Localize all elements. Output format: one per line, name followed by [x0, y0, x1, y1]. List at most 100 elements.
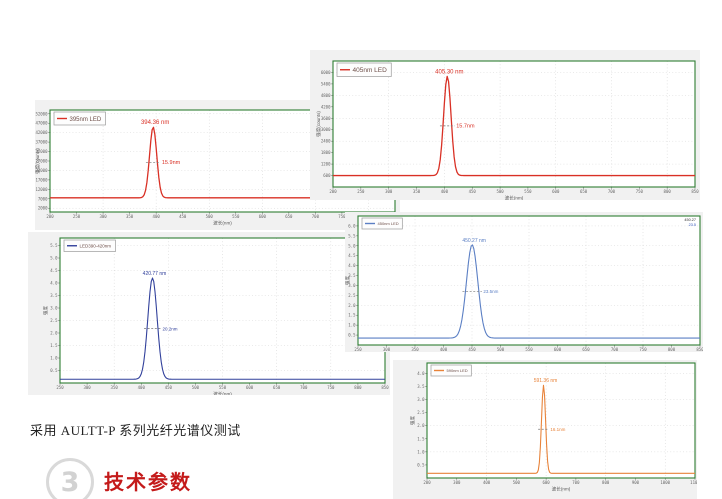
svg-text:591.36 nm: 591.36 nm [534, 378, 558, 384]
svg-text:3.0: 3.0 [348, 283, 356, 288]
svg-text:600: 600 [552, 189, 560, 194]
svg-text:400: 400 [440, 347, 448, 352]
svg-text:750: 750 [636, 189, 644, 194]
svg-text:550: 550 [524, 189, 532, 194]
svg-text:420.77 nm: 420.77 nm [143, 271, 167, 277]
svg-text:37000: 37000 [35, 140, 48, 145]
svg-text:波长(nm): 波长(nm) [552, 486, 571, 493]
svg-text:0.5: 0.5 [50, 368, 58, 373]
svg-text:650: 650 [582, 347, 590, 352]
svg-text:1.0: 1.0 [348, 323, 356, 328]
svg-text:700: 700 [611, 347, 619, 352]
svg-text:3.5: 3.5 [417, 384, 425, 389]
svg-text:3.5: 3.5 [348, 273, 356, 278]
svg-text:2.5: 2.5 [50, 318, 58, 323]
svg-text:250: 250 [354, 347, 362, 352]
svg-text:200: 200 [329, 189, 337, 194]
svg-text:4.0: 4.0 [417, 371, 425, 376]
svg-text:500: 500 [206, 214, 214, 219]
svg-text:2400: 2400 [321, 139, 331, 144]
section-title: 技术参数 [104, 472, 192, 494]
svg-text:405nm LED: 405nm LED [353, 67, 388, 74]
svg-text:300: 300 [99, 214, 107, 219]
svg-text:3.0: 3.0 [417, 397, 425, 402]
svg-text:350: 350 [111, 385, 119, 390]
section-number-badge: 3 [46, 458, 94, 499]
svg-text:300: 300 [383, 347, 391, 352]
svg-text:23.5nm: 23.5nm [483, 289, 498, 294]
svg-text:2.0: 2.0 [348, 303, 356, 308]
svg-text:600: 600 [323, 173, 331, 178]
svg-text:250: 250 [73, 214, 81, 219]
chart-canvas: 200 300 400 500 600 700 800 900 1000 1100 4.0 3.5 3.… [409, 362, 697, 493]
svg-text:350: 350 [126, 214, 134, 219]
svg-text:强度: 强度 [345, 276, 351, 286]
spectrum-chart-590nm-led: 200 300 400 500 600 700 800 900 1000 1100 4.0 3.5 3.… [393, 360, 697, 499]
svg-text:2000: 2000 [38, 206, 48, 211]
svg-text:650: 650 [285, 214, 293, 219]
svg-text:0.5: 0.5 [417, 462, 425, 467]
svg-text:波长(nm): 波长(nm) [213, 220, 232, 227]
svg-text:300: 300 [453, 480, 461, 485]
svg-text:3.0: 3.0 [50, 306, 58, 311]
svg-text:4.5: 4.5 [50, 268, 58, 273]
section-header: 3 技术参数 [0, 452, 722, 499]
svg-text:300: 300 [385, 189, 393, 194]
svg-text:350: 350 [411, 347, 419, 352]
svg-text:800: 800 [354, 385, 362, 390]
svg-text:2.5: 2.5 [348, 293, 356, 298]
svg-text:52000: 52000 [35, 111, 48, 116]
chart-canvas: 200 250 300 350 400 450 500 550 600 650 700 750 800 8… [315, 60, 699, 200]
svg-text:4.0: 4.0 [50, 281, 58, 286]
svg-text:17000: 17000 [35, 177, 48, 182]
svg-text:400: 400 [153, 214, 161, 219]
svg-text:5400: 5400 [321, 81, 331, 86]
svg-text:600: 600 [246, 385, 254, 390]
svg-text:650: 650 [580, 189, 588, 194]
svg-text:16.1nm: 16.1nm [550, 427, 565, 432]
svg-text:6.0: 6.0 [348, 223, 356, 228]
svg-text:650: 650 [273, 385, 281, 390]
svg-text:1.5: 1.5 [50, 343, 58, 348]
svg-text:450nm LED: 450nm LED [378, 221, 399, 226]
spectrum-chart-450nm-led: 250 300 350 400 450 500 550 600 650 700 750 800 850 6… [345, 212, 703, 352]
svg-text:15.7nm: 15.7nm [456, 124, 475, 130]
svg-text:700: 700 [608, 189, 616, 194]
svg-text:波长(nm): 波长(nm) [213, 391, 232, 396]
svg-text:32000: 32000 [35, 149, 48, 154]
svg-text:400: 400 [483, 480, 491, 485]
svg-text:800: 800 [668, 347, 676, 352]
svg-text:800: 800 [602, 480, 610, 485]
svg-text:250: 250 [357, 189, 365, 194]
svg-text:450: 450 [165, 385, 173, 390]
svg-text:47000: 47000 [35, 121, 48, 126]
svg-text:300: 300 [83, 385, 91, 390]
svg-text:1.0: 1.0 [417, 449, 425, 454]
svg-text:500: 500 [496, 189, 504, 194]
svg-text:3600: 3600 [321, 116, 331, 121]
svg-text:4.0: 4.0 [348, 263, 356, 268]
svg-text:2.0: 2.0 [417, 423, 425, 428]
svg-text:5.5: 5.5 [348, 233, 356, 238]
spectrum-chart-420nm-led: 250 300 350 400 450 500 550 600 650 700 750 800 850 5… [28, 232, 390, 395]
svg-text:LED390-420nm: LED390-420nm [80, 243, 112, 248]
svg-text:450: 450 [468, 347, 476, 352]
svg-text:1100: 1100 [690, 480, 697, 485]
svg-text:7000: 7000 [38, 196, 48, 201]
svg-text:27000: 27000 [35, 159, 48, 164]
svg-text:1.5: 1.5 [348, 313, 356, 318]
svg-text:22000: 22000 [35, 168, 48, 173]
svg-text:900: 900 [632, 480, 640, 485]
svg-text:550: 550 [219, 385, 227, 390]
svg-text:200: 200 [46, 214, 54, 219]
svg-text:0.5: 0.5 [348, 333, 356, 338]
spectrum-chart-405nm-led: 200 250 300 350 400 450 500 550 600 650 700 750 800 8… [310, 50, 700, 200]
svg-text:850: 850 [696, 347, 703, 352]
svg-text:1200: 1200 [321, 162, 331, 167]
svg-text:2.5: 2.5 [417, 410, 425, 415]
svg-text:2.0: 2.0 [50, 331, 58, 336]
svg-text:350: 350 [413, 189, 421, 194]
svg-text:1.0: 1.0 [50, 356, 58, 361]
svg-text:750: 750 [338, 214, 346, 219]
